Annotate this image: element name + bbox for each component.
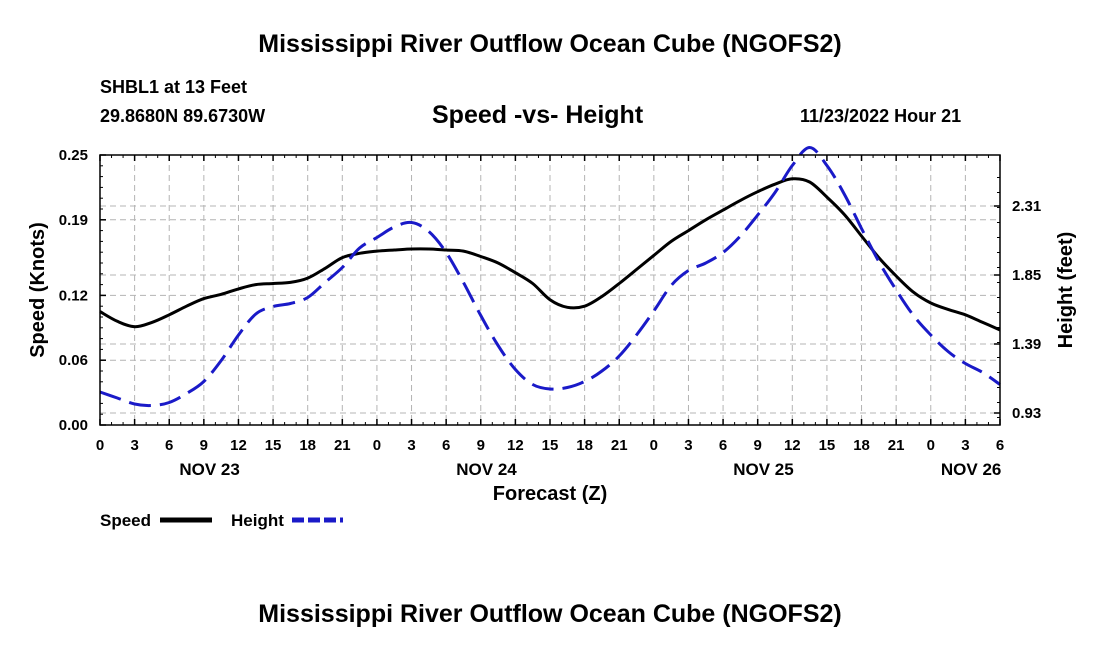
- coordinates-label: 29.8680N 89.6730W: [100, 106, 266, 126]
- footer-title: Mississippi River Outflow Ocean Cube (NG…: [258, 600, 842, 628]
- day-label: NOV 23: [179, 460, 239, 479]
- x-tick-label: 3: [961, 437, 969, 454]
- legend-label-speed: Speed: [100, 511, 151, 530]
- day-label: NOV 25: [733, 460, 793, 479]
- x-tick-label: 21: [334, 437, 351, 454]
- x-tick-label: 9: [754, 437, 762, 454]
- x-tick-label: 0: [96, 437, 104, 454]
- y2-tick-label: 2.31: [1012, 198, 1041, 215]
- y-tick-label: 0.12: [59, 287, 88, 304]
- y2-tick-label: 1.39: [1012, 336, 1041, 353]
- x-tick-label: 0: [927, 437, 935, 454]
- chart-title: Mississippi River Outflow Ocean Cube (NG…: [258, 30, 842, 58]
- y-tick-label: 0.06: [59, 352, 88, 369]
- y2-tick-label: 0.93: [1012, 405, 1041, 422]
- x-tick-label: 0: [373, 437, 381, 454]
- x-tick-label: 18: [853, 437, 870, 454]
- x-tick-label: 12: [230, 437, 247, 454]
- x-tick-label: 3: [130, 437, 138, 454]
- series-line-speed: [99, 177, 1001, 332]
- x-tick-label: 12: [507, 437, 524, 454]
- x-tick-label: 9: [477, 437, 485, 454]
- x-tick-label: 18: [576, 437, 593, 454]
- legend-label-height: Height: [231, 511, 284, 530]
- x-tick-label: 15: [819, 437, 836, 454]
- x-tick-label: 3: [684, 437, 692, 454]
- chart-subtitle: Speed -vs- Height: [432, 101, 644, 129]
- y-tick-label: 0.19: [59, 212, 88, 229]
- x-tick-label: 21: [611, 437, 628, 454]
- x-tick-label: 6: [719, 437, 727, 454]
- plot-frame: [99, 154, 1001, 426]
- y-axis-title: Speed (Knots): [27, 222, 49, 358]
- day-label: NOV 24: [456, 460, 517, 479]
- day-label: NOV 26: [941, 460, 1001, 479]
- x-tick-label: 6: [165, 437, 173, 454]
- x-tick-label: 9: [200, 437, 208, 454]
- x-tick-label: 6: [442, 437, 450, 454]
- y2-axis-title: Height (feet): [1055, 232, 1077, 349]
- x-tick-label: 3: [407, 437, 415, 454]
- y-tick-label: 0.00: [59, 417, 88, 434]
- x-tick-label: 0: [650, 437, 658, 454]
- station-label: SHBL1 at 13 Feet: [100, 77, 248, 97]
- x-tick-label: 12: [784, 437, 801, 454]
- x-axis-title: Forecast (Z): [493, 483, 607, 505]
- forecast-datetime: 11/23/2022 Hour 21: [800, 106, 962, 126]
- x-tick-label: 6: [996, 437, 1004, 454]
- y2-tick-label: 1.85: [1012, 267, 1041, 284]
- x-tick-label: 21: [888, 437, 905, 454]
- x-tick-label: 18: [299, 437, 316, 454]
- x-tick-label: 15: [265, 437, 282, 454]
- legend: Speed Height: [100, 511, 343, 530]
- y-tick-label: 0.25: [59, 147, 88, 164]
- x-tick-label: 15: [542, 437, 559, 454]
- series-line-height: [99, 146, 1001, 408]
